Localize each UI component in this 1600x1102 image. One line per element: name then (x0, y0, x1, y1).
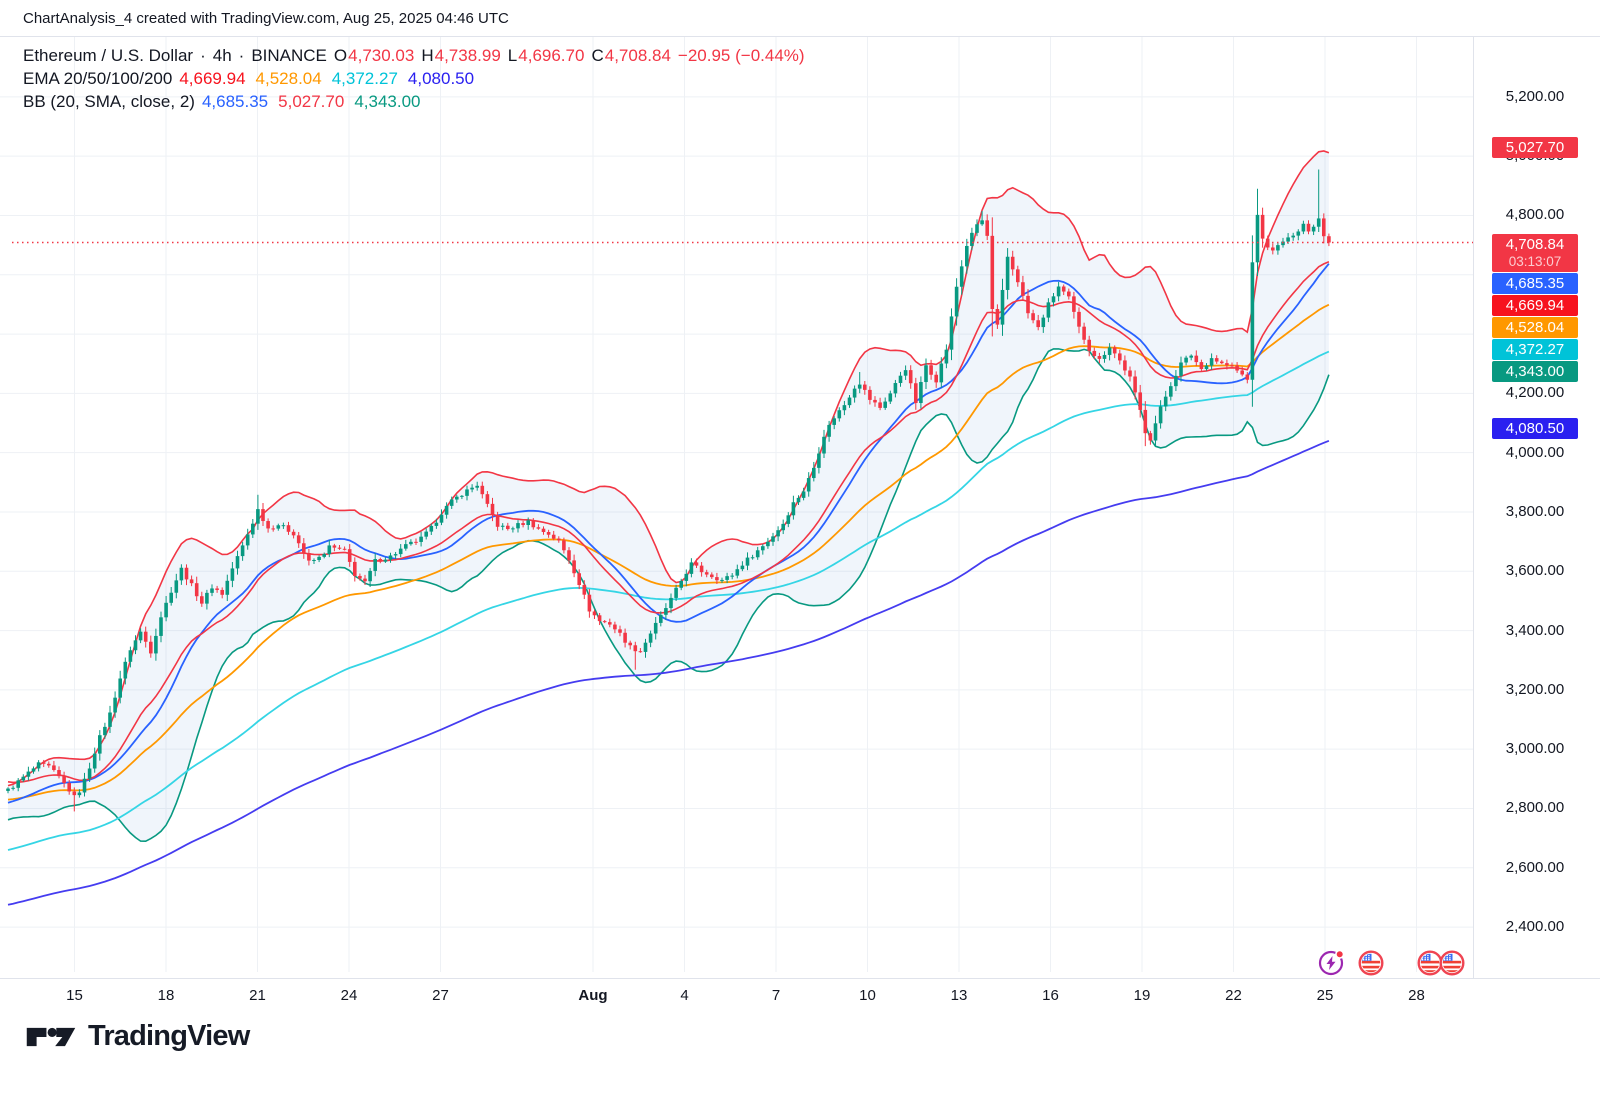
us-economic-event-icon[interactable] (1437, 948, 1467, 978)
time-axis-label: 10 (859, 987, 876, 1004)
symbol-name[interactable]: Ethereum / U.S. Dollar (23, 46, 194, 65)
ema-100-line (7, 350, 1330, 851)
tradingview-logo-icon (26, 1027, 76, 1046)
time-axis-label: 25 (1316, 987, 1334, 1004)
bb-upper-badge: 5,027.70 (1492, 137, 1578, 159)
ema-200-line (7, 439, 1330, 906)
indicator-value: 4,080.50 (407, 69, 475, 88)
price-tick-label: 5,200.00 (1505, 87, 1565, 105)
time-axis-label: 7 (771, 987, 781, 1004)
price-tick-label: 2,600.00 (1505, 858, 1565, 876)
price-tick-label: 3,200.00 (1505, 680, 1565, 698)
candlestick-series (6, 169, 1331, 812)
indicator-value: 4,669.94 (179, 69, 246, 88)
indicator-value: 4,685.35 (201, 92, 269, 111)
grid-lines (0, 36, 1473, 972)
ohlc-close: C 4,708.84 (591, 46, 671, 65)
exchange-label[interactable]: BINANCE (251, 46, 327, 65)
bb-lower-badge: 4,343.00 (1492, 360, 1578, 382)
bb-values: 4,685.35 5,027.70 4,343.00 (202, 91, 431, 113)
ohlc-low: L 4,696.70 (507, 46, 585, 65)
price-tick-label: 3,800.00 (1505, 502, 1565, 520)
price-tick-label: 3,600.00 (1505, 562, 1565, 580)
price-tick-label: 4,000.00 (1505, 443, 1565, 461)
legend-ema-row[interactable]: EMA 20/50/100/200 4,669.94 4,528.04 4,372.… (23, 68, 805, 90)
price-tick-label: 4,200.00 (1505, 384, 1565, 402)
legend-bb-row[interactable]: BB (20, SMA, close, 2) 4,685.35 5,027.70 4… (23, 91, 805, 113)
price-axis-divider (1473, 36, 1474, 978)
tradingview-logo-text: TradingView (88, 1020, 250, 1052)
ema50-badge: 4,528.04 (1492, 316, 1578, 338)
indicator-value: 5,027.70 (278, 92, 345, 111)
time-axis-label: 21 (249, 987, 266, 1004)
time-axis-divider (0, 978, 1600, 979)
us-economic-event-icon[interactable] (1415, 948, 1445, 978)
time-axis-label: 19 (1133, 987, 1151, 1004)
time-axis-label: 16 (1042, 987, 1059, 1004)
bb-lower-band (7, 348, 1330, 843)
current-price-value: 4,708.84 (1505, 235, 1565, 253)
time-axis-label: 15 (66, 987, 83, 1004)
ema-values: 4,669.94 4,528.04 4,372.27 4,080.50 (179, 68, 484, 90)
separator-dot: · (238, 46, 245, 65)
ema20-badge: 4,669.94 (1492, 294, 1578, 316)
bar-countdown: 03:13:07 (1508, 253, 1562, 269)
ohlc-open: O 4,730.03 (333, 46, 415, 65)
current-price-badge: 4,708.84 03:13:07 (1492, 233, 1578, 272)
ema-indicator-label[interactable]: EMA 20/50/100/200 (23, 69, 173, 88)
header-divider (0, 36, 1600, 37)
time-axis-label: 27 (432, 987, 449, 1004)
separator-dot: · (200, 46, 206, 65)
price-chart-canvas[interactable] (0, 0, 1473, 978)
bb-fill-area (8, 151, 1329, 842)
time-axis-label: 4 (680, 987, 689, 1004)
price-tick-label: 4,800.00 (1505, 206, 1565, 224)
price-tick-label: 2,400.00 (1505, 918, 1565, 936)
price-change: −20.95 (−0.44%) (677, 46, 805, 65)
bb-basis-line (7, 263, 1330, 804)
ema200-badge: 4,080.50 (1492, 418, 1578, 440)
price-tick-label: 2,800.00 (1505, 799, 1565, 817)
ema100-badge: 4,372.27 (1492, 338, 1578, 360)
tradingview-logo[interactable]: TradingView (26, 1020, 250, 1053)
price-tick-label: 3,000.00 (1505, 740, 1565, 758)
flash-event-icon[interactable] (1316, 948, 1346, 978)
ema-20-line (7, 261, 1330, 784)
bb-basis-badge: 4,685.35 (1492, 272, 1578, 294)
price-tick-label: 3,400.00 (1505, 621, 1565, 639)
price-axis[interactable]: 5,200.005,000.004,800.004,200.004,000.00… (1473, 36, 1600, 978)
bb-indicator-label[interactable]: BB (20, SMA, close, 2) (23, 92, 195, 111)
page-title: ChartAnalysis_4 created with TradingView… (23, 10, 509, 27)
time-axis-label: 13 (950, 987, 968, 1004)
time-axis[interactable]: 15 18 21 24 27 Aug 4 7 10 13 16 19 22 25 28 (0, 978, 1600, 1014)
time-axis-label: 22 (1225, 987, 1242, 1004)
time-axis-label: 24 (340, 987, 358, 1004)
us-economic-event-icon[interactable] (1356, 948, 1386, 978)
ohlc-high: H 4,738.99 (421, 46, 501, 65)
indicator-value: 4,528.04 (255, 69, 322, 88)
indicator-value: 4,343.00 (354, 92, 421, 111)
interval-label[interactable]: 4h (212, 46, 232, 65)
time-axis-label: Aug (578, 987, 608, 1004)
indicator-value: 4,372.27 (331, 69, 398, 88)
time-axis-label: 28 (1408, 987, 1425, 1004)
bb-upper-band (7, 150, 1330, 787)
time-axis-label: 18 (157, 987, 175, 1004)
